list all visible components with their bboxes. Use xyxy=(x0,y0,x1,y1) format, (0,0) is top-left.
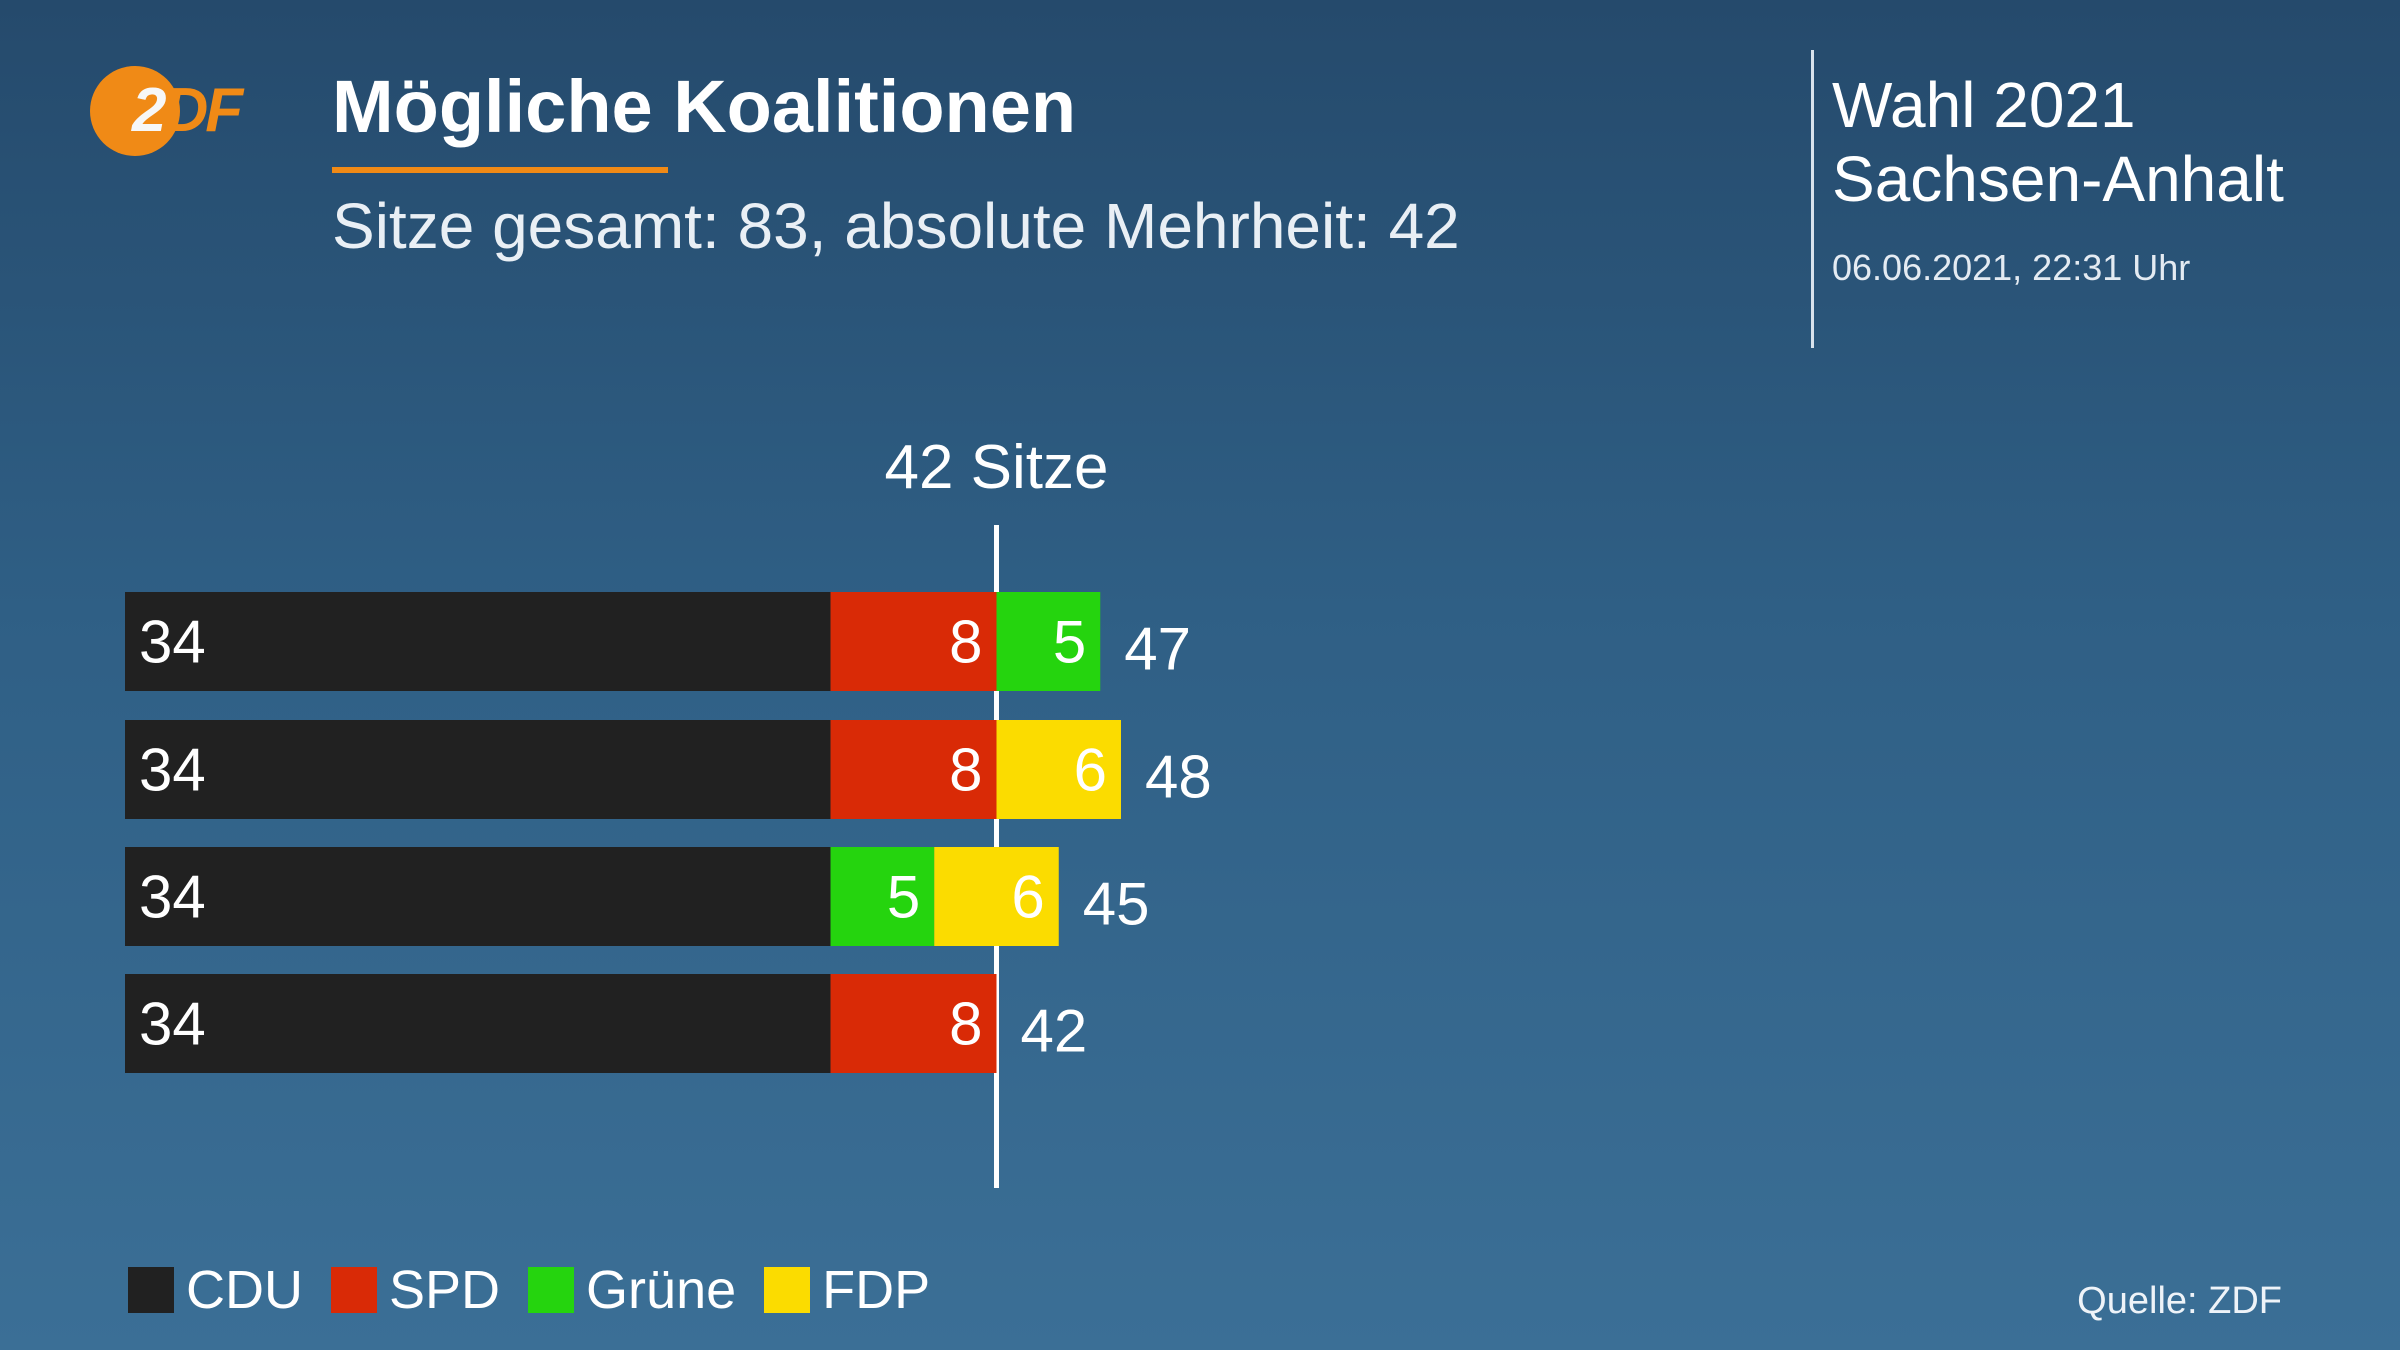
title-underline xyxy=(332,167,668,173)
bar-value-label: 8 xyxy=(949,991,982,1058)
bar-value-label: 6 xyxy=(1074,737,1107,804)
legend-item: SPD xyxy=(331,1258,500,1322)
bar-spd-row-1 xyxy=(830,592,997,691)
legend: CDU SPD Grüne FDP xyxy=(128,1258,958,1322)
bar-spd-row-2 xyxy=(830,720,997,819)
legend-label: CDU xyxy=(186,1260,303,1320)
legend-item: Grüne xyxy=(528,1258,736,1322)
logo-lead: 2 xyxy=(132,76,167,145)
threshold-label: 42 Sitze xyxy=(884,433,1108,502)
logo-rest: DF xyxy=(163,76,243,145)
bar-fdp-row-2 xyxy=(996,720,1121,819)
legend-item: FDP xyxy=(764,1258,930,1322)
zdf-logo: 2DF xyxy=(90,66,250,158)
row-total-label: 47 xyxy=(1124,616,1191,683)
legend-label: FDP xyxy=(822,1260,931,1320)
election-region: Sachsen-Anhalt xyxy=(1832,143,2284,215)
header-divider xyxy=(1811,50,1814,348)
bar-fdp-row-3 xyxy=(934,847,1059,946)
legend-swatch xyxy=(764,1267,811,1313)
bar-cdu-row-2 xyxy=(125,720,831,819)
bar-value-label: 5 xyxy=(1053,609,1086,676)
row-total-label: 42 xyxy=(1021,998,1088,1065)
legend-item: CDU xyxy=(128,1258,303,1322)
bar-value-label: 34 xyxy=(139,609,206,676)
election-info: Wahl 2021 Sachsen-Anhalt xyxy=(1832,68,2284,216)
bar-gruene-row-1 xyxy=(996,592,1101,691)
bar-value-label: 34 xyxy=(139,737,206,804)
row-total-label: 48 xyxy=(1145,744,1212,811)
bar-cdu-row-1 xyxy=(125,592,831,691)
bar-value-label: 34 xyxy=(139,864,206,931)
logo-wordmark: 2DF xyxy=(132,80,243,142)
page-subtitle: Sitze gesamt: 83, absolute Mehrheit: 42 xyxy=(332,190,1460,262)
bar-value-label: 6 xyxy=(1011,864,1044,931)
source-note: Quelle: ZDF xyxy=(2077,1280,2282,1322)
election-title: Wahl 2021 xyxy=(1832,69,2136,141)
bar-value-label: 8 xyxy=(949,737,982,804)
legend-label: Grüne xyxy=(586,1260,737,1320)
legend-swatch xyxy=(528,1267,575,1313)
bar-spd-row-4 xyxy=(830,974,997,1073)
election-datetime: 06.06.2021, 22:31 Uhr xyxy=(1832,247,2191,288)
bar-cdu-row-3 xyxy=(125,847,831,946)
row-total-label: 45 xyxy=(1083,871,1150,938)
page-title: Mögliche Koalitionen xyxy=(332,65,1077,148)
legend-swatch xyxy=(331,1267,377,1313)
bar-gruene-row-3 xyxy=(830,847,935,946)
bar-value-label: 34 xyxy=(139,991,206,1058)
bar-value-label: 5 xyxy=(887,864,920,931)
legend-swatch xyxy=(128,1267,174,1313)
bar-value-label: 8 xyxy=(949,609,982,676)
legend-label: SPD xyxy=(389,1260,501,1320)
logo-circle-icon xyxy=(90,66,180,156)
bar-cdu-row-4 xyxy=(125,974,831,1073)
